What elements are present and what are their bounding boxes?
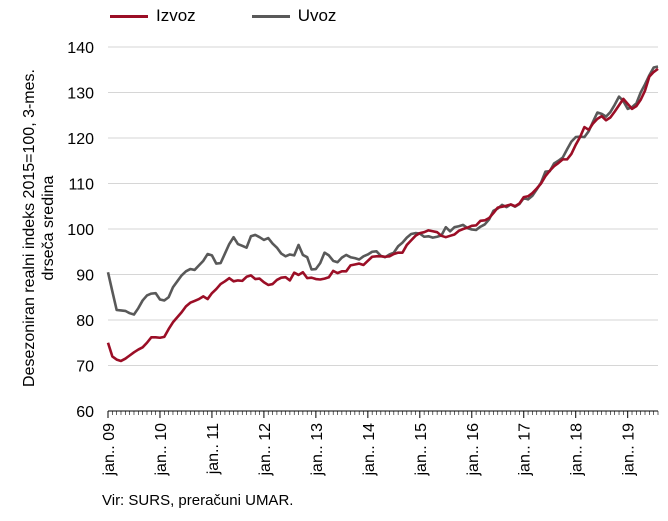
- x-tick-label-1: jan.. 10: [153, 423, 170, 477]
- y-tick-label-120: 120: [67, 131, 94, 148]
- y-axis-label-line-1: Desezoniran realni indeks 2015=100, 3-me…: [21, 69, 38, 387]
- legend-label-izvoz: Izvoz: [156, 6, 196, 25]
- x-tick-label-6: jan.. 15: [413, 423, 430, 477]
- x-tick-label-0: jan.. 09: [101, 423, 118, 477]
- x-tick-label-9: jan.. 18: [569, 423, 586, 477]
- y-tick-label-130: 130: [67, 86, 94, 103]
- y-axis-label-line-2: drseča sredina: [40, 175, 57, 281]
- series-line-izvoz: [106, 67, 659, 363]
- legend-swatch-uvoz: [251, 14, 290, 18]
- x-tick-label-4: jan.. 13: [309, 423, 326, 477]
- y-tick-label-110: 110: [68, 177, 94, 194]
- legend: Izvoz Uvoz: [110, 6, 336, 26]
- x-tick-label-8: jan.. 17: [517, 423, 534, 477]
- x-tick-label-3: jan.. 12: [257, 423, 274, 477]
- series-line-uvoz: [106, 65, 659, 316]
- y-tick-label-90: 90: [76, 268, 94, 285]
- y-tick-label-100: 100: [67, 222, 94, 239]
- axes: [107, 410, 659, 418]
- gridlines: [108, 46, 658, 366]
- source-note: Vir: SURS, preračuni UMAR.: [102, 492, 294, 509]
- tick-labels: 60 70 80 90 100 110 120 130 140 jan.. 09 jan.. 10 j…: [67, 40, 637, 476]
- legend-item-uvoz: Uvoz: [251, 6, 337, 26]
- legend-item-izvoz: Izvoz: [110, 6, 196, 26]
- x-tick-label-2: jan.. 11: [205, 423, 222, 475]
- y-tick-label-70: 70: [76, 359, 94, 376]
- series-lines: [106, 65, 659, 363]
- x-tick-label-5: jan.. 14: [361, 423, 378, 477]
- y-tick-label-60: 60: [76, 404, 94, 421]
- x-tick-label-7: jan.. 16: [465, 423, 482, 477]
- legend-label-uvoz: Uvoz: [297, 6, 337, 25]
- y-tick-label-140: 140: [67, 40, 94, 57]
- y-axis-label: Desezoniran realni indeks 2015=100, 3-me…: [6, 44, 72, 412]
- legend-swatch-izvoz: [110, 14, 148, 18]
- x-tick-label-10: jan.. 19: [621, 423, 638, 477]
- y-tick-label-80: 80: [76, 313, 94, 330]
